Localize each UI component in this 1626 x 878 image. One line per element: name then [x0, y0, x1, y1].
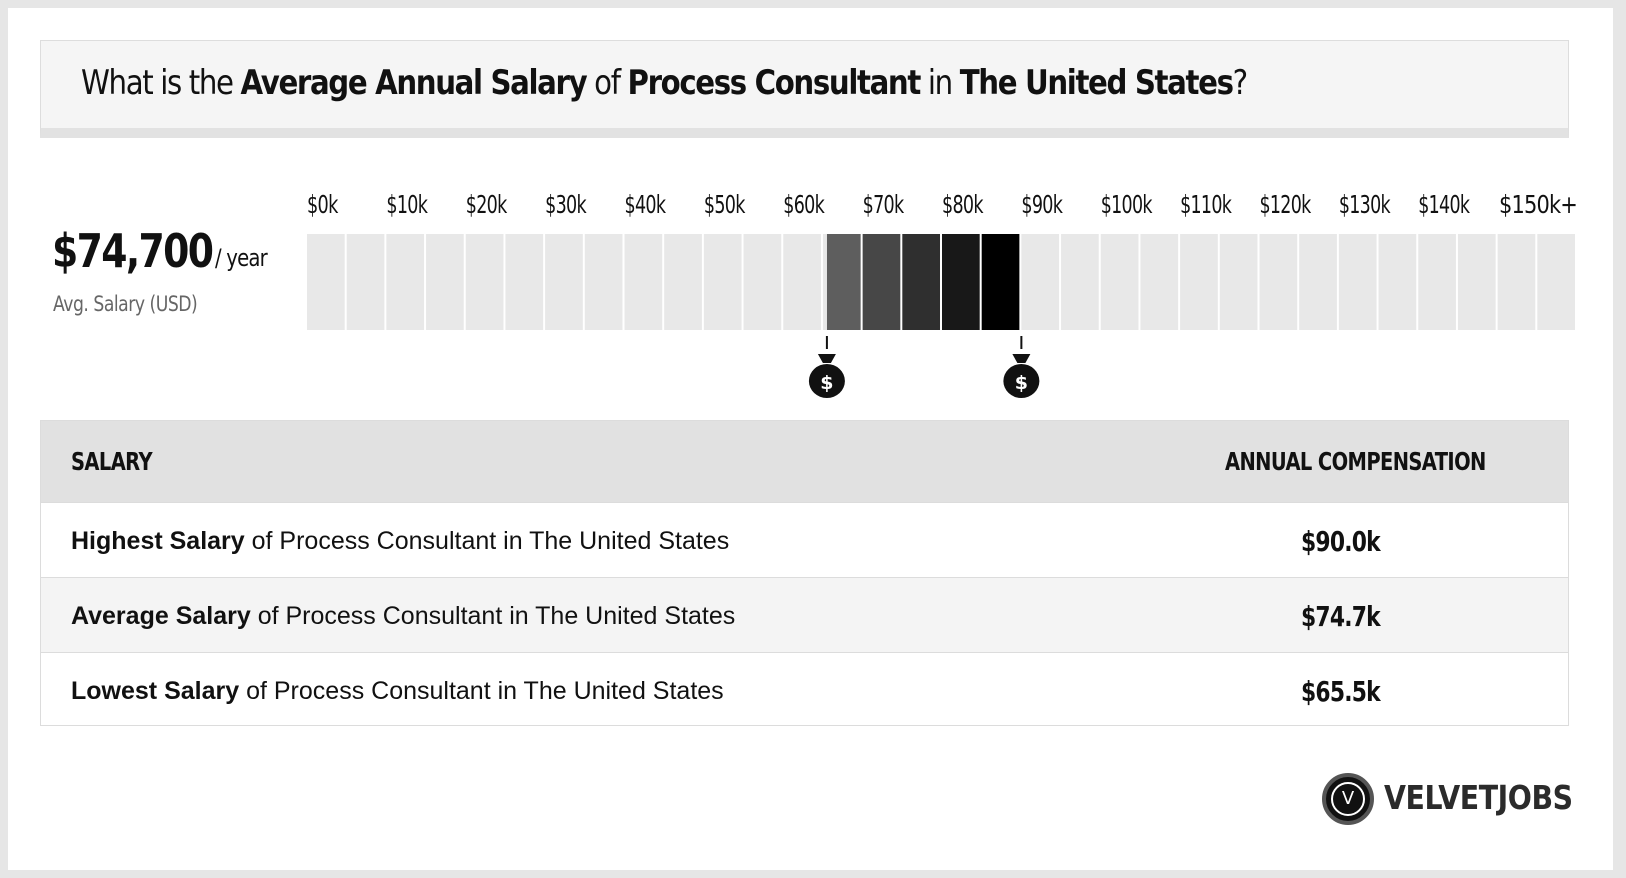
x-tick-label: $60k [783, 190, 825, 219]
x-tick-label: $90k [1021, 190, 1063, 219]
range-bar-cell [942, 234, 980, 330]
row-value: $74.7k [1301, 600, 1381, 633]
logo-letter: V [1341, 788, 1355, 809]
x-tick-label: $40k [625, 190, 667, 219]
chart-cell [1457, 234, 1496, 330]
marker-label: $ [1015, 372, 1028, 394]
salary-range-chart: $0k $10k $20k $30k $40k $50k $60k $70k $80k $90k $… [307, 190, 1578, 398]
chart-cell [703, 234, 742, 330]
chart-cell [1497, 234, 1536, 330]
chart-cell [1418, 234, 1456, 330]
chart-cell [386, 234, 425, 330]
chart-cell [1100, 234, 1139, 330]
x-tick-label: $140k [1418, 190, 1470, 219]
row-description: Highest Salary of Process Consultant in … [71, 527, 730, 555]
range-bar-cell [826, 234, 861, 330]
chart-cell [505, 234, 544, 330]
chart-cell [1537, 234, 1575, 330]
table-header: SALARY ANNUAL COMPENSATION [41, 421, 1568, 502]
row-description: Average Salary of Process Consultant in … [71, 602, 736, 630]
chart-cell [664, 234, 702, 330]
chart-cell [307, 234, 345, 330]
average-salary-unit: / year [215, 244, 268, 272]
page-header: What is the Average Annual Salary of Pro… [40, 40, 1569, 138]
x-tick-label: $100k [1101, 190, 1153, 219]
chart-cell [624, 234, 663, 330]
velvetjobs-logo-icon: V [1322, 773, 1374, 825]
chart-cell [783, 234, 821, 330]
chart-cell [346, 234, 385, 330]
x-tick-label: $10k [386, 190, 428, 219]
row-value: $65.5k [1301, 675, 1381, 708]
x-tick-label: $110k [1180, 190, 1232, 219]
chart-cell [1219, 234, 1258, 330]
chart-cell [545, 234, 583, 330]
chart-cell [1021, 234, 1060, 330]
range-bar-cell [981, 234, 1020, 330]
x-tick-label: $50k [704, 190, 746, 219]
table-row: Average Salary of Process Consultant in … [41, 577, 1568, 652]
x-tick-label: $80k [942, 190, 984, 219]
range-bar-cell [862, 234, 901, 330]
chart-cell [584, 234, 623, 330]
chart-cell [1378, 234, 1417, 330]
chart-cell [1180, 234, 1218, 330]
chart-cell [822, 234, 827, 330]
x-tick-label: $150k+ [1499, 190, 1577, 219]
money-bag-icon: $ [808, 336, 845, 398]
chart-cell [743, 234, 782, 330]
x-tick-label: $130k [1339, 190, 1391, 219]
table-row: Lowest Salary of Process Consultant in T… [41, 652, 1568, 727]
chart-cell [465, 234, 504, 330]
table-row: Highest Salary of Process Consultant in … [41, 502, 1568, 577]
column-header-salary: SALARY [71, 447, 153, 476]
chart-cell [426, 234, 464, 330]
row-value: $90.0k [1301, 525, 1381, 558]
salary-table: SALARY ANNUAL COMPENSATION Highest Salar… [40, 420, 1569, 726]
average-salary-label: Avg. Salary (USD) [53, 292, 198, 316]
chart-cell [1299, 234, 1337, 330]
chart-cell [1061, 234, 1099, 330]
page-title: What is the Average Annual Salary of Pro… [81, 63, 1248, 103]
chart-cell [1259, 234, 1298, 330]
x-tick-label: $120k [1260, 190, 1312, 219]
x-tick-label: $30k [545, 190, 587, 219]
chart-cell [1140, 234, 1179, 330]
money-bag-icon: $ [1003, 336, 1040, 398]
x-tick-label: $20k [466, 190, 508, 219]
column-header-compensation: ANNUAL COMPENSATION [1225, 447, 1486, 476]
range-bar-cell [902, 234, 940, 330]
marker-label: $ [820, 372, 833, 394]
x-tick-label: $0k [307, 190, 339, 219]
chart-cell [1338, 234, 1377, 330]
average-salary-value: $74,700 [52, 224, 214, 278]
logo-text: VELVETJOBS [1384, 778, 1573, 817]
row-description: Lowest Salary of Process Consultant in T… [71, 677, 724, 705]
x-tick-label: $70k [863, 190, 905, 219]
